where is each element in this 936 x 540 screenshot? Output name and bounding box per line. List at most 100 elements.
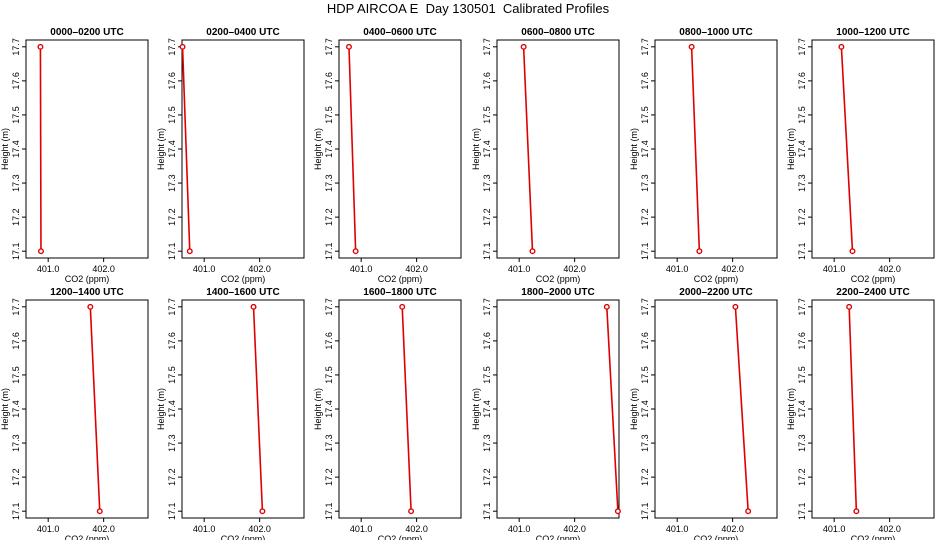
y-tick-label: 17.7 — [640, 298, 650, 316]
y-tick-label: 17.4 — [640, 400, 650, 418]
y-tick-label: 17.2 — [11, 468, 21, 486]
plot-frame — [811, 299, 935, 519]
y-tick-label: 17.5 — [167, 106, 177, 124]
x-axis-label: CO2 (ppm) — [851, 274, 896, 284]
y-tick-label: 17.6 — [482, 72, 492, 90]
y-tick-label: 17.6 — [640, 332, 650, 350]
plot-frame — [25, 39, 149, 259]
y-tick-label: 17.1 — [324, 242, 334, 260]
profile-panel: 1600–1800 UTC 17.1 17.2 17.3 17.4 17.5 17.6 17.… — [313, 287, 462, 540]
x-tick-label: 402.0 — [563, 524, 586, 534]
x-tick-label: 402.0 — [405, 264, 428, 274]
y-tick-label: 17.6 — [167, 72, 177, 90]
x-axis-label: CO2 (ppm) — [65, 534, 110, 540]
profile-line — [840, 46, 854, 252]
data-point — [846, 303, 853, 310]
y-tick-label: 17.3 — [324, 434, 334, 452]
data-point — [87, 303, 94, 310]
data-point — [259, 508, 266, 515]
y-tick-label: 17.3 — [640, 434, 650, 452]
y-tick-label: 17.3 — [482, 174, 492, 192]
x-tick-label: 402.0 — [721, 264, 744, 274]
y-tick-label: 17.2 — [797, 208, 807, 226]
y-tick-label: 17.5 — [640, 106, 650, 124]
y-tick-label: 17.3 — [482, 434, 492, 452]
y-tick-label: 17.6 — [640, 72, 650, 90]
y-tick-label: 17.5 — [482, 366, 492, 384]
y-tick-label: 17.4 — [167, 400, 177, 418]
panel-title: 2200–2400 UTC — [836, 287, 909, 298]
y-axis-label: Height (m) — [0, 128, 10, 170]
data-point — [250, 303, 257, 310]
profile-line — [522, 46, 534, 252]
x-tick-label: 402.0 — [92, 524, 115, 534]
data-point — [688, 43, 695, 50]
profile-line — [181, 46, 191, 252]
plot-frame — [811, 39, 935, 259]
data-point — [853, 508, 860, 515]
x-axis-label: CO2 (ppm) — [694, 274, 739, 284]
y-tick-label: 17.5 — [324, 106, 334, 124]
y-axis-label: Height (m) — [786, 388, 796, 430]
panel-title: 2000–2200 UTC — [679, 287, 752, 298]
x-axis-label: CO2 (ppm) — [378, 274, 423, 284]
profile-line — [690, 46, 701, 252]
y-axis-label: Height (m) — [156, 128, 166, 170]
y-tick-label: 17.5 — [167, 366, 177, 384]
y-axis-label: Height (m) — [786, 128, 796, 170]
x-axis-label: CO2 (ppm) — [536, 534, 581, 540]
y-tick-label: 17.1 — [167, 242, 177, 260]
plot-frame — [496, 39, 620, 259]
profile-panel: 0600–0800 UTC 17.1 17.2 17.3 17.4 17.5 17.6 17.… — [471, 27, 620, 284]
y-tick-label: 17.7 — [167, 38, 177, 56]
panel-title: 1600–1800 UTC — [363, 287, 436, 298]
panel-title: 0800–1000 UTC — [679, 27, 752, 38]
y-tick-label: 17.7 — [482, 298, 492, 316]
x-axis-label: CO2 (ppm) — [221, 534, 266, 540]
y-tick-label: 17.2 — [11, 208, 21, 226]
y-tick-label: 17.2 — [482, 468, 492, 486]
y-tick-label: 17.5 — [11, 106, 21, 124]
y-tick-label: 17.7 — [797, 298, 807, 316]
y-tick-label: 17.4 — [482, 400, 492, 418]
y-tick-label: 17.2 — [324, 208, 334, 226]
x-tick-label: 402.0 — [878, 264, 901, 274]
y-tick-label: 17.6 — [797, 332, 807, 350]
y-tick-label: 17.3 — [167, 174, 177, 192]
figure-title: HDP AIRCOA E Day 130501 Calibrated Profi… — [326, 1, 610, 16]
y-tick-label: 17.4 — [11, 140, 21, 158]
y-tick-label: 17.2 — [167, 468, 177, 486]
x-tick-label: 401.0 — [193, 524, 216, 534]
x-tick-label: 402.0 — [405, 524, 428, 534]
x-tick-label: 401.0 — [37, 524, 60, 534]
profile-line — [848, 306, 858, 512]
x-tick-label: 402.0 — [721, 524, 744, 534]
y-tick-label: 17.4 — [167, 140, 177, 158]
panel-title: 1400–1600 UTC — [206, 287, 279, 298]
x-tick-label: 401.0 — [350, 524, 373, 534]
panel-title: 1200–1400 UTC — [50, 287, 123, 298]
profile-line — [89, 306, 101, 512]
y-tick-label: 17.1 — [482, 502, 492, 520]
y-tick-label: 17.1 — [640, 242, 650, 260]
y-tick-label: 17.5 — [482, 106, 492, 124]
profile-panel: 2200–2400 UTC 17.1 17.2 17.3 17.4 17.5 17.6 17.… — [786, 287, 935, 540]
data-point — [96, 508, 103, 515]
data-point — [345, 43, 352, 50]
plot-frame — [496, 299, 620, 519]
y-tick-label: 17.2 — [640, 468, 650, 486]
y-axis-label: Height (m) — [471, 388, 481, 430]
y-tick-label: 17.5 — [797, 366, 807, 384]
plot-frame — [181, 299, 305, 519]
profile-panel: 0000–0200 UTC 17.1 17.2 17.3 17.4 17.5 17.6 17.… — [0, 27, 149, 284]
y-tick-label: 17.2 — [797, 468, 807, 486]
data-point — [603, 303, 610, 310]
y-tick-label: 17.3 — [797, 174, 807, 192]
data-point — [186, 248, 193, 255]
x-tick-label: 401.0 — [37, 264, 60, 274]
y-axis-label: Height (m) — [471, 128, 481, 170]
panel-title: 0400–0600 UTC — [363, 27, 436, 38]
plot-frame — [338, 299, 462, 519]
x-tick-label: 401.0 — [350, 264, 373, 274]
